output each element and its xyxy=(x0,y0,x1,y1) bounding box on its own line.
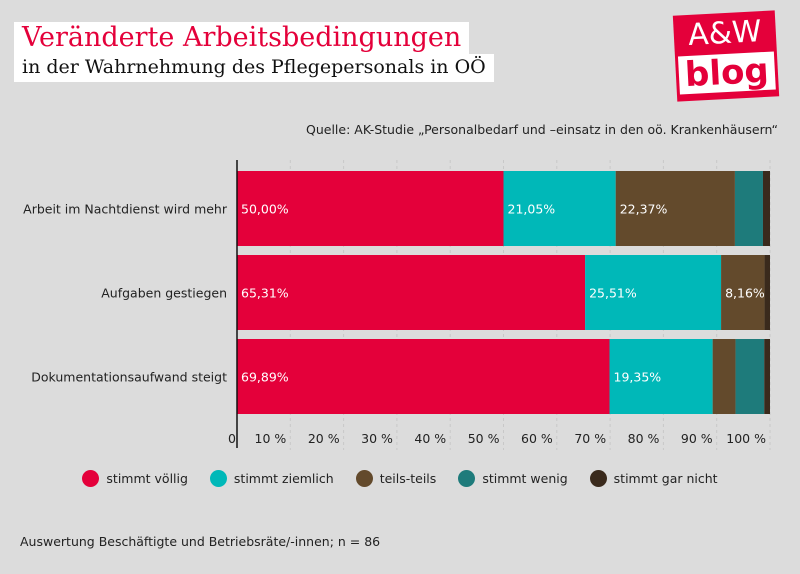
footnote: Auswertung Beschäftigte und Betriebsräte… xyxy=(20,534,381,549)
bar-segment xyxy=(764,255,770,330)
legend-swatch xyxy=(589,470,607,487)
bar-segment xyxy=(735,339,765,414)
legend-label: teils-teils xyxy=(379,471,437,486)
data-label: 25,51% xyxy=(589,286,637,301)
category-label: Aufgaben gestiegen xyxy=(101,286,227,301)
bar-segment xyxy=(764,339,770,414)
legend-item: stimmt völlig xyxy=(82,470,188,487)
bar-segment xyxy=(237,255,586,330)
chart-title-block: Veränderte Arbeitsbedingungen in der Wah… xyxy=(14,22,494,82)
bar-segment xyxy=(609,339,713,414)
data-label: 21,05% xyxy=(508,202,556,217)
legend-item: teils-teils xyxy=(355,470,437,487)
legend-item: stimmt wenig xyxy=(458,470,568,487)
x-tick-label: 30 % xyxy=(361,431,393,446)
legend-label: stimmt ziemlich xyxy=(233,471,334,486)
bar-segment xyxy=(237,171,504,246)
data-label: 65,31% xyxy=(241,286,289,301)
category-label: Dokumentationsaufwand steigt xyxy=(31,370,227,385)
x-tick-label: 90 % xyxy=(681,431,713,446)
bar-segment xyxy=(721,255,765,330)
bar-segment xyxy=(712,339,736,414)
bar-segment xyxy=(585,255,722,330)
legend-swatch xyxy=(209,470,227,487)
legend-swatch xyxy=(82,470,100,487)
x-tick-label: 0 xyxy=(228,431,236,446)
chart-legend: stimmt völlig stimmt ziemlich teils-teils s… xyxy=(0,470,800,487)
legend-label: stimmt gar nicht xyxy=(613,471,718,486)
x-tick-label: 60 % xyxy=(521,431,553,446)
x-tick-label: 10 % xyxy=(255,431,287,446)
x-tick-label: 100 % xyxy=(726,431,766,446)
source-note: Quelle: AK-Studie „Personalbedarf und –e… xyxy=(306,122,778,137)
x-tick-label: 40 % xyxy=(414,431,446,446)
x-tick-label: 50 % xyxy=(468,431,500,446)
category-label: Arbeit im Nachtdienst wird mehr xyxy=(23,202,228,217)
x-tick-label: 20 % xyxy=(308,431,340,446)
legend-item: stimmt ziemlich xyxy=(209,470,334,487)
bar-segment xyxy=(762,171,770,246)
bar-segment xyxy=(734,171,763,246)
x-tick-label: 70 % xyxy=(574,431,606,446)
legend-item: stimmt gar nicht xyxy=(589,470,718,487)
chart-title: Veränderte Arbeitsbedingungen xyxy=(14,22,470,54)
bar-segment xyxy=(237,339,610,414)
legend-swatch xyxy=(458,470,476,487)
data-label: 50,00% xyxy=(241,202,289,217)
data-label: 19,35% xyxy=(614,370,662,385)
bar-segment xyxy=(503,171,616,246)
data-label: 69,89% xyxy=(241,370,289,385)
chart-subtitle: in der Wahrnehmung des Pflegepersonals i… xyxy=(14,54,494,82)
data-label: 8,16% xyxy=(725,286,765,301)
data-label: 22,37% xyxy=(620,202,668,217)
legend-swatch xyxy=(355,470,373,487)
legend-label: stimmt völlig xyxy=(106,471,188,486)
bar-segment xyxy=(615,171,735,246)
legend-label: stimmt wenig xyxy=(482,471,568,486)
x-tick-label: 80 % xyxy=(628,431,660,446)
